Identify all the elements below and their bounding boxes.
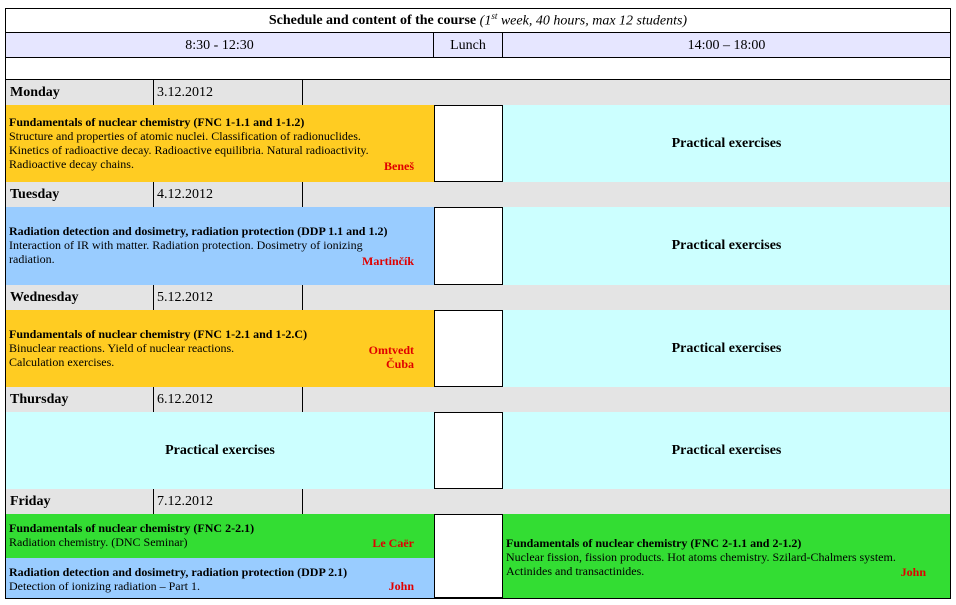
day-name-monday: Monday [6, 80, 154, 105]
session-friday-morning-1[interactable]: Fundamentals of nuclear chemistry (FNC 2… [6, 514, 434, 558]
session-monday-morning[interactable]: Fundamentals of nuclear chemistry (FNC 1… [6, 105, 434, 182]
lecturer-name: Martinčík [362, 254, 414, 268]
lunch-cell-friday-2 [434, 558, 503, 598]
header-afternoon: 14:00 – 18:00 [687, 37, 766, 53]
header-morning: 8:30 - 12:30 [6, 33, 434, 58]
session-title: Radiation detection and dosimetry, radia… [9, 224, 388, 238]
session-title: Fundamentals of nuclear chemistry (FNC 1… [9, 327, 308, 341]
lunch-cell-tuesday [434, 207, 503, 285]
practical-label: Practical exercises [165, 442, 275, 458]
session-wednesday-morning[interactable]: Fundamentals of nuclear chemistry (FNC 1… [6, 310, 434, 387]
day-name-wednesday: Wednesday [6, 285, 154, 310]
day-date-wednesday: 5.12.2012 [154, 285, 303, 310]
session-text: Binuclear reactions. Yield of nuclear re… [9, 341, 235, 355]
lecturer-name: Le Caër [372, 536, 414, 550]
title-sub: (1st week, 40 hours, max 12 students) [479, 11, 688, 29]
session-text: radiation. [9, 252, 55, 266]
lecturer-name: John [388, 579, 414, 593]
practical-label: Practical exercises [671, 238, 782, 253]
title-main: Schedule and content of the course [268, 12, 477, 28]
header-lunch: Lunch [434, 33, 503, 58]
schedule-table [5, 8, 951, 599]
session-text: Radiation chemistry. (DNC Seminar) [9, 535, 188, 549]
session-text: Detection of ionizing radiation – Part 1… [9, 579, 200, 593]
session-text: Actinides and transactinides. [506, 564, 645, 578]
session-text: Radioactive decay chains. [9, 157, 134, 171]
lunch-cell-wednesday [434, 310, 503, 387]
session-monday-afternoon[interactable]: Practical exercises [503, 105, 950, 182]
session-text: Kinetics of radioactive decay. Radioacti… [9, 143, 369, 157]
session-tuesday-morning[interactable]: Radiation detection and dosimetry, radia… [6, 207, 434, 285]
session-text: Nuclear fission, fission products. Hot a… [506, 550, 896, 564]
session-title: Radiation detection and dosimetry, radia… [9, 565, 348, 579]
day-date-friday: 7.12.2012 [154, 489, 303, 514]
session-title: Fundamentals of nuclear chemistry (FNC 1… [9, 115, 305, 129]
session-thursday-morning[interactable]: Practical exercises [6, 412, 434, 489]
session-text: Calculation exercises. [9, 355, 115, 369]
day-row-monday [6, 80, 950, 105]
lecturer-name: Beneš [384, 159, 414, 173]
day-date-monday: 3.12.2012 [154, 80, 303, 105]
lunch-cell-monday [434, 105, 503, 182]
session-friday-morning-2[interactable]: Radiation detection and dosimetry, radia… [6, 558, 434, 598]
day-row-friday [6, 489, 950, 514]
session-wednesday-afternoon[interactable]: Practical exercises [503, 310, 950, 387]
schedule-title: Schedule and content of the course (1st … [6, 9, 950, 33]
practical-label: Practical exercises [671, 442, 782, 458]
day-name-tuesday: Tuesday [6, 182, 154, 207]
day-name-friday: Friday [6, 489, 154, 514]
lunch-cell-thursday [434, 412, 503, 489]
day-date-tuesday: 4.12.2012 [154, 182, 303, 207]
day-row-wednesday [6, 285, 950, 310]
session-title: Fundamentals of nuclear chemistry (FNC 2… [506, 536, 802, 550]
day-row-thursday [6, 387, 950, 412]
lunch-cell-friday-1 [434, 514, 503, 559]
lecturer-name: John [900, 565, 926, 579]
practical-label: Practical exercises [671, 340, 782, 356]
lecturer-name: Čuba [385, 357, 414, 371]
spacer-row [6, 58, 950, 80]
header-row [6, 33, 950, 58]
session-text: Structure and properties of atomic nucle… [9, 129, 361, 143]
session-text: Interaction of IR with matter. Radiation… [9, 238, 363, 252]
day-name-thursday: Thursday [6, 387, 154, 412]
day-row-tuesday [6, 182, 950, 207]
practical-label: Practical exercises [671, 135, 782, 151]
lecturer-name: Omtvedt [368, 343, 414, 357]
day-date-thursday: 6.12.2012 [154, 387, 303, 412]
session-friday-afternoon[interactable]: Fundamentals of nuclear chemistry (FNC 2… [503, 514, 950, 598]
session-thursday-afternoon[interactable]: Practical exercises [503, 412, 950, 489]
session-tuesday-afternoon[interactable]: Practical exercises [503, 207, 950, 285]
session-title: Fundamentals of nuclear chemistry (FNC 2… [9, 521, 255, 535]
